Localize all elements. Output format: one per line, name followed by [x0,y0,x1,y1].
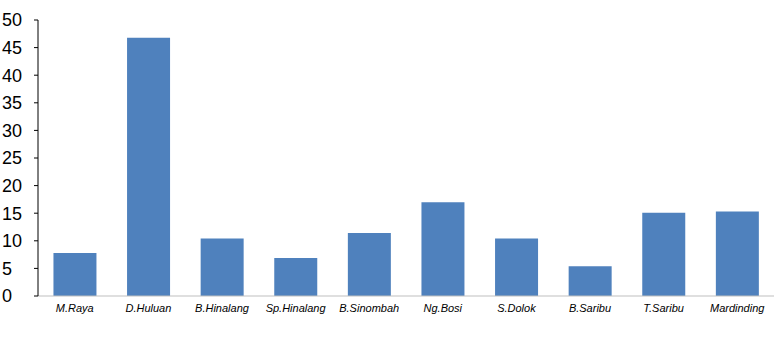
svg-text:B.Sinombah: B.Sinombah [339,302,399,314]
svg-text:0: 0 [8,286,12,306]
svg-text:B.Hinalang: B.Hinalang [195,302,250,314]
svg-text:10: 10 [8,231,22,251]
svg-text:Ng.Bosi: Ng.Bosi [424,302,463,314]
svg-text:40: 40 [8,66,22,86]
svg-text:45: 45 [8,38,22,58]
svg-text:S.Dolok: S.Dolok [497,302,536,314]
svg-text:30: 30 [8,121,22,141]
svg-text:B.Saribu: B.Saribu [569,302,611,314]
svg-text:T.Saribu: T.Saribu [643,302,684,314]
svg-text:M.Raya: M.Raya [56,302,94,314]
svg-text:25: 25 [8,148,22,168]
svg-text:20: 20 [8,176,22,196]
svg-text:5: 5 [8,259,12,279]
svg-text:35: 35 [8,93,22,113]
svg-text:50: 50 [8,10,22,30]
svg-text:Sp.Hinalang: Sp.Hinalang [266,302,327,314]
svg-text:15: 15 [8,204,22,224]
svg-text:D.Huluan: D.Huluan [125,302,171,314]
svg-text:Mardinding: Mardinding [710,302,765,314]
